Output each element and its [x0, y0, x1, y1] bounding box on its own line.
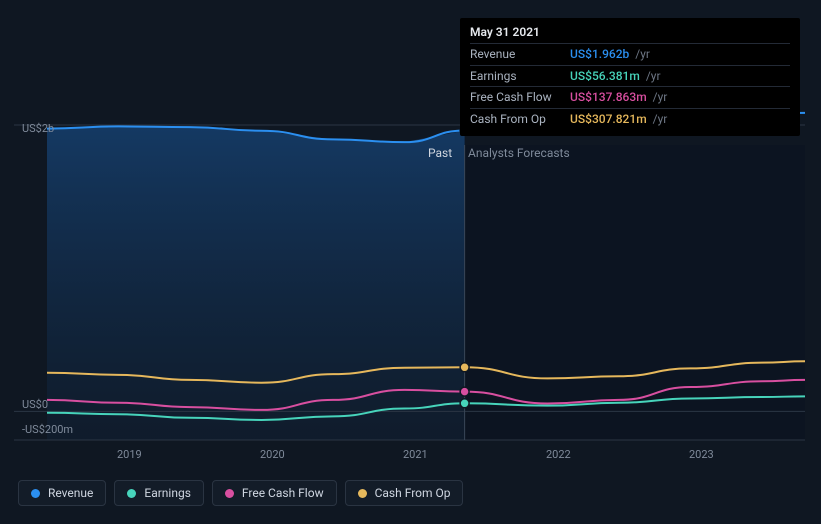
- legend-item-revenue[interactable]: Revenue: [18, 480, 106, 506]
- tooltip-value: US$56.381m: [570, 68, 640, 85]
- past-label: Past: [428, 146, 452, 160]
- y-tick-label: -US$200m: [22, 423, 73, 436]
- x-tick-label: 2022: [546, 448, 571, 461]
- tooltip-unit: /yr: [653, 111, 668, 128]
- tooltip-unit: /yr: [646, 68, 661, 85]
- x-tick-label: 2020: [260, 448, 285, 461]
- legend-dot: [225, 489, 234, 498]
- x-tick-label: 2021: [403, 448, 428, 461]
- tooltip: May 31 2021 Revenue US$1.962b /yr Earnin…: [460, 18, 800, 136]
- legend-label: Revenue: [48, 486, 93, 500]
- legend-item-cash-from-op[interactable]: Cash From Op: [345, 480, 464, 506]
- legend-dot: [31, 489, 40, 498]
- tooltip-row: Earnings US$56.381m /yr: [470, 65, 790, 87]
- y-tick-label: US$0: [22, 398, 48, 411]
- forecast-label: Analysts Forecasts: [468, 146, 570, 160]
- tooltip-label: Free Cash Flow: [470, 89, 564, 106]
- tooltip-label: Earnings: [470, 68, 564, 85]
- tooltip-value: US$307.821m: [570, 111, 647, 128]
- y-tick-label: US$2b: [22, 122, 54, 135]
- x-tick-label: 2019: [117, 448, 142, 461]
- tooltip-row: Revenue US$1.962b /yr: [470, 43, 790, 65]
- legend-label: Free Cash Flow: [242, 486, 324, 500]
- tooltip-label: Cash From Op: [470, 111, 564, 128]
- tooltip-row: Cash From Op US$307.821m /yr: [470, 108, 790, 130]
- tooltip-unit: /yr: [635, 46, 650, 63]
- tooltip-value: US$1.962b: [570, 46, 629, 63]
- legend-item-earnings[interactable]: Earnings: [114, 480, 204, 506]
- legend-item-free-cash-flow[interactable]: Free Cash Flow: [212, 480, 337, 506]
- tooltip-value: US$137.863m: [570, 89, 647, 106]
- tooltip-date: May 31 2021: [470, 24, 790, 41]
- legend: Revenue Earnings Free Cash Flow Cash Fro…: [18, 480, 463, 506]
- tooltip-label: Revenue: [470, 46, 564, 63]
- legend-label: Earnings: [144, 486, 191, 500]
- tooltip-unit: /yr: [653, 89, 668, 106]
- tooltip-row: Free Cash Flow US$137.863m /yr: [470, 86, 790, 108]
- legend-dot: [127, 489, 136, 498]
- legend-label: Cash From Op: [375, 486, 451, 500]
- x-tick-label: 2023: [689, 448, 714, 461]
- chart-stage: US$2b US$0 -US$200m 2019 2020 2021 2022 …: [0, 0, 821, 524]
- legend-dot: [358, 489, 367, 498]
